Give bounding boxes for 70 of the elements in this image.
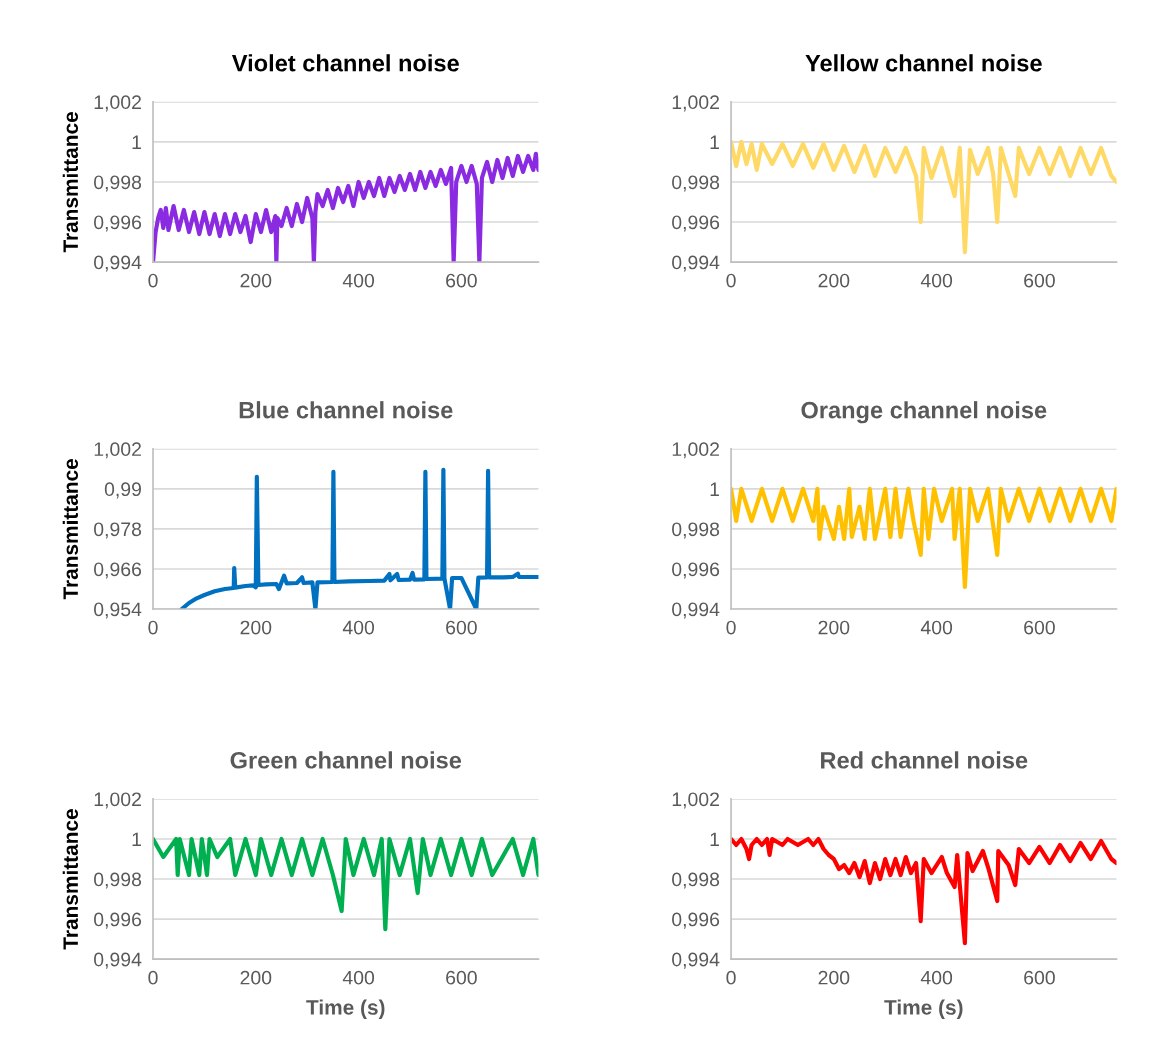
x-tick-label: 200 bbox=[818, 970, 850, 985]
y-tick-label: 0,996 bbox=[672, 562, 720, 579]
x-tick-label: 200 bbox=[240, 273, 272, 288]
y-tick-label: 1,002 bbox=[94, 95, 141, 112]
x-tick-label: 0 bbox=[726, 970, 736, 985]
y-axis-title: Transmittance bbox=[62, 112, 79, 253]
y-tick-label: 1 bbox=[132, 135, 141, 149]
x-tick-label: 0 bbox=[148, 620, 158, 635]
y-tick-label: 0,994 bbox=[672, 602, 720, 619]
x-tick-label: 400 bbox=[342, 273, 375, 288]
y-tick-label: 0,994 bbox=[672, 255, 720, 272]
chart-title: Yellow channel noise bbox=[805, 54, 1042, 72]
x-tick-label: 0 bbox=[148, 970, 158, 985]
y-tick-label: 0,994 bbox=[672, 952, 720, 969]
x-tick-label: 0 bbox=[726, 273, 736, 288]
chart-title: Orange channel noise bbox=[801, 401, 1047, 424]
x-tick-label: 600 bbox=[446, 273, 477, 288]
y-tick-label: 1,002 bbox=[94, 792, 141, 809]
x-tick-label: 600 bbox=[446, 620, 477, 635]
x-tick-label: 400 bbox=[342, 970, 375, 985]
x-tick-label: 200 bbox=[240, 620, 272, 635]
y-tick-label: 1,002 bbox=[672, 95, 719, 112]
y-tick-label: 0,996 bbox=[672, 912, 720, 929]
y-tick-label: 0,994 bbox=[94, 255, 142, 272]
x-tick-label: 600 bbox=[1024, 620, 1055, 635]
x-tick-label: 400 bbox=[920, 273, 953, 288]
y-tick-label: 1,002 bbox=[672, 792, 719, 809]
y-axis-title: Transmittance bbox=[62, 458, 79, 600]
y-tick-label: 1 bbox=[710, 832, 719, 847]
x-tick-label: 400 bbox=[342, 620, 375, 635]
x-tick-label: 600 bbox=[446, 970, 477, 985]
chart-title: Blue channel noise bbox=[239, 401, 453, 419]
y-axis-title: Transmittance bbox=[62, 809, 79, 950]
line-series bbox=[731, 486, 1117, 590]
y-tick-label: 1 bbox=[710, 482, 719, 496]
line-series bbox=[153, 836, 539, 932]
line-series bbox=[731, 836, 1117, 946]
chart-title: Green channel noise bbox=[230, 751, 462, 769]
x-tick-label: 0 bbox=[148, 273, 158, 288]
line-series bbox=[731, 139, 1117, 255]
x-tick-label: 200 bbox=[818, 620, 850, 635]
y-tick-label: 0,998 bbox=[94, 175, 142, 192]
y-tick-label: 0,998 bbox=[672, 872, 720, 889]
y-tick-label: 0,998 bbox=[94, 872, 142, 889]
y-tick-label: 0,966 bbox=[94, 562, 142, 579]
x-tick-label: 600 bbox=[1024, 273, 1055, 288]
x-tick-label: 600 bbox=[1024, 970, 1055, 985]
y-tick-label: 0,998 bbox=[672, 522, 720, 539]
line-series bbox=[179, 467, 539, 610]
y-tick-label: 1 bbox=[710, 135, 719, 149]
y-tick-label: 0,998 bbox=[672, 175, 720, 192]
y-tick-label: 0,994 bbox=[94, 952, 142, 969]
y-tick-label: 0,996 bbox=[94, 215, 142, 232]
y-tick-label: 0,996 bbox=[672, 215, 720, 232]
x-tick-label: 400 bbox=[920, 620, 953, 635]
x-tick-label: 200 bbox=[818, 273, 850, 288]
y-tick-label: 1,002 bbox=[94, 442, 141, 459]
x-tick-label: 0 bbox=[726, 620, 736, 635]
chart-title: Violet channel noise bbox=[231, 54, 459, 72]
y-tick-label: 0,978 bbox=[94, 522, 142, 539]
x-axis-title: Time (s) bbox=[884, 999, 963, 1019]
y-tick-label: 0,99 bbox=[104, 482, 141, 499]
x-tick-label: 400 bbox=[920, 970, 953, 985]
y-tick-label: 1,002 bbox=[672, 442, 719, 459]
x-axis-title: Time (s) bbox=[306, 999, 385, 1019]
x-tick-label: 200 bbox=[240, 970, 272, 985]
y-tick-label: 1 bbox=[132, 832, 141, 847]
y-tick-label: 0,996 bbox=[94, 912, 142, 929]
y-tick-label: 0,954 bbox=[94, 602, 142, 619]
chart-title: Red channel noise bbox=[821, 751, 1028, 769]
